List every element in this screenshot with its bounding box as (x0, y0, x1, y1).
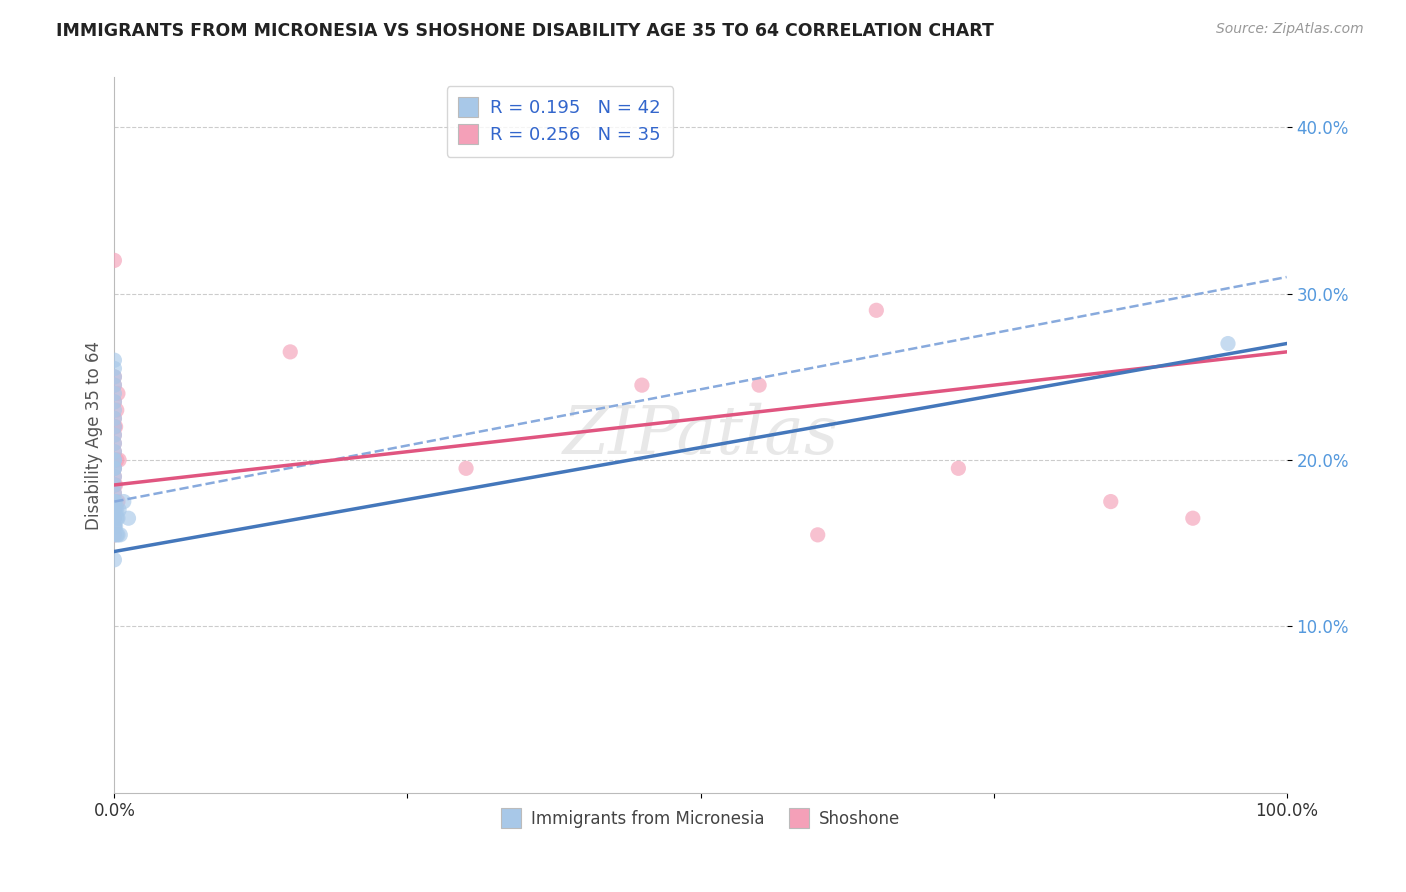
Point (103, 411, 125, 425)
Point (112, 494, 135, 508)
Point (108, 453, 131, 467)
Point (103, 428, 125, 442)
Point (104, 519, 127, 533)
Point (103, 511, 125, 525)
Text: ZIPatlas: ZIPatlas (562, 402, 838, 467)
Point (103, 353, 125, 368)
Point (103, 428, 125, 442)
Point (103, 461, 125, 475)
Point (103, 444, 125, 458)
Point (1099, 494, 1122, 508)
Point (103, 469, 125, 483)
Point (104, 503, 127, 517)
Point (807, 528, 830, 542)
Point (865, 303, 887, 318)
Text: Source: ZipAtlas.com: Source: ZipAtlas.com (1216, 22, 1364, 37)
Point (103, 478, 125, 492)
Point (105, 511, 128, 525)
Point (103, 369, 125, 384)
Point (103, 411, 125, 425)
Point (948, 461, 970, 475)
Point (103, 478, 125, 492)
Point (103, 394, 125, 409)
Point (103, 403, 125, 417)
Point (103, 519, 125, 533)
Point (103, 378, 125, 392)
Point (105, 528, 128, 542)
Point (104, 478, 127, 492)
Point (103, 453, 125, 467)
Point (103, 503, 125, 517)
Point (103, 486, 125, 500)
Point (103, 419, 125, 434)
Y-axis label: Disability Age 35 to 64: Disability Age 35 to 64 (86, 341, 103, 530)
Point (103, 461, 125, 475)
Point (103, 528, 125, 542)
Point (103, 436, 125, 450)
Point (103, 444, 125, 458)
Point (105, 453, 128, 467)
Point (103, 369, 125, 384)
Point (278, 344, 301, 359)
Point (103, 453, 125, 467)
Point (103, 511, 125, 525)
Point (103, 494, 125, 508)
Point (104, 419, 127, 434)
Point (103, 511, 125, 525)
Point (108, 503, 131, 517)
Point (1181, 511, 1204, 525)
Point (103, 453, 125, 467)
Point (103, 361, 125, 376)
Point (748, 378, 770, 392)
Point (103, 378, 125, 392)
Point (1216, 336, 1239, 351)
Point (107, 511, 129, 525)
Point (117, 511, 139, 525)
Point (103, 469, 125, 483)
Point (103, 419, 125, 434)
Text: IMMIGRANTS FROM MICRONESIA VS SHOSHONE DISABILITY AGE 35 TO 64 CORRELATION CHART: IMMIGRANTS FROM MICRONESIA VS SHOSHONE D… (56, 22, 994, 40)
Point (105, 403, 128, 417)
Point (103, 528, 125, 542)
Legend: Immigrants from Micronesia, Shoshone: Immigrants from Micronesia, Shoshone (494, 803, 907, 834)
Point (103, 519, 125, 533)
Point (631, 378, 654, 392)
Point (103, 386, 125, 401)
Point (110, 528, 132, 542)
Point (103, 461, 125, 475)
Point (103, 494, 125, 508)
Point (107, 528, 129, 542)
Point (107, 494, 129, 508)
Point (103, 494, 125, 508)
Point (104, 494, 127, 508)
Point (103, 486, 125, 500)
Point (103, 436, 125, 450)
Point (107, 386, 129, 401)
Point (103, 519, 125, 533)
Point (103, 503, 125, 517)
Point (105, 503, 128, 517)
Point (103, 553, 125, 567)
Point (103, 503, 125, 517)
Point (103, 394, 125, 409)
Point (103, 253, 125, 268)
Point (454, 461, 477, 475)
